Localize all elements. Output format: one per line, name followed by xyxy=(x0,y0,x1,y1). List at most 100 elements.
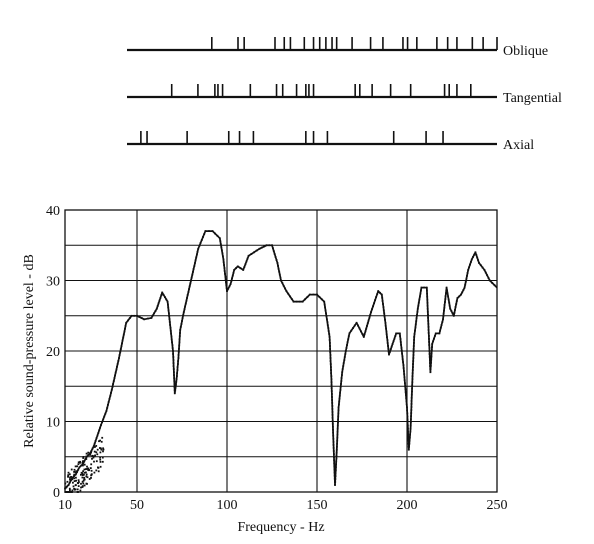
curve-marker xyxy=(447,295,449,298)
curve-marker xyxy=(284,287,286,290)
curve-noise-marker xyxy=(72,481,74,484)
curve-marker xyxy=(188,285,191,288)
curve-marker xyxy=(403,376,406,379)
curve-marker xyxy=(405,397,408,400)
curve-marker xyxy=(218,237,221,240)
curve-marker xyxy=(337,421,339,424)
curve-marker xyxy=(427,329,430,331)
curve-marker xyxy=(417,301,420,304)
curve-marker xyxy=(384,324,387,327)
curve-marker xyxy=(83,460,86,463)
curve-marker xyxy=(430,349,433,352)
curve-noise-marker xyxy=(68,487,71,490)
curve-marker xyxy=(331,396,333,398)
y-tick-labels: 0 10 20 30 40 xyxy=(46,204,60,501)
curve-marker xyxy=(176,375,178,378)
curve-marker xyxy=(425,286,428,289)
curve-marker xyxy=(96,434,99,437)
curve-marker xyxy=(263,245,266,248)
curve-marker xyxy=(453,311,456,314)
curve-noise-marker xyxy=(100,447,102,450)
curve-noise-marker xyxy=(76,488,79,491)
curve-marker xyxy=(334,472,337,475)
curve-noise-marker xyxy=(77,482,80,485)
curve-noise-marker xyxy=(83,463,86,466)
curve-marker xyxy=(410,406,413,408)
curve-marker xyxy=(272,250,275,252)
curve-noise-marker xyxy=(90,477,92,479)
curve-marker xyxy=(332,440,335,443)
curve-marker xyxy=(224,275,227,278)
curve-marker xyxy=(413,342,415,344)
curve-marker xyxy=(330,372,332,375)
curve-marker xyxy=(330,366,332,368)
curve-marker xyxy=(370,311,372,314)
curve-noise-marker xyxy=(93,450,96,453)
curve-marker xyxy=(404,382,406,385)
curve-noise-marker xyxy=(93,471,96,474)
curve-marker xyxy=(94,440,97,442)
curve-marker xyxy=(346,344,348,346)
curve-noise-marker xyxy=(83,476,85,479)
curve-noise-marker xyxy=(67,471,70,474)
curve-marker xyxy=(412,348,415,350)
curve-marker xyxy=(110,391,112,394)
curve-marker xyxy=(223,267,226,269)
curve-noise-marker xyxy=(84,471,86,474)
curve-marker xyxy=(114,371,117,374)
curve-marker xyxy=(408,439,411,442)
curve-noise-marker xyxy=(90,451,92,454)
curve-marker xyxy=(410,396,413,399)
curve-marker xyxy=(103,415,106,418)
curve-marker xyxy=(333,453,335,455)
curve-marker xyxy=(427,322,430,325)
curve-marker xyxy=(334,475,337,477)
curve-marker xyxy=(200,239,203,241)
curve-marker xyxy=(324,306,326,309)
curve-marker xyxy=(409,424,412,427)
curve-marker xyxy=(118,357,120,359)
curve-noise-marker xyxy=(92,456,95,459)
curve-noise-marker xyxy=(81,476,84,479)
curve-marker xyxy=(273,253,276,255)
curve-marker xyxy=(409,427,412,430)
curve-marker xyxy=(338,400,341,403)
curve-marker xyxy=(330,378,333,381)
curve-marker xyxy=(430,352,433,355)
curve-noise-marker xyxy=(77,485,80,487)
curve-marker xyxy=(411,390,413,393)
curve-marker xyxy=(170,338,173,341)
curve-marker xyxy=(331,411,334,413)
curve-noise-marker xyxy=(69,489,71,492)
curve-marker xyxy=(335,448,338,451)
curve-noise-marker xyxy=(79,489,82,492)
curve-noise-marker xyxy=(67,475,69,478)
curve-marker xyxy=(65,485,68,488)
curve-noise-marker xyxy=(82,470,84,473)
curve-marker xyxy=(426,289,428,292)
curve-marker xyxy=(287,292,290,295)
curve-marker xyxy=(194,259,197,262)
curve-noise-marker xyxy=(77,491,79,493)
curve-marker xyxy=(443,306,446,309)
curve-marker xyxy=(182,314,185,317)
curve-noise-marker xyxy=(101,456,104,459)
curve-marker xyxy=(488,279,491,282)
curve-marker xyxy=(391,343,394,345)
curve-marker xyxy=(400,349,403,352)
curve-noise-marker xyxy=(89,454,92,456)
curve-marker xyxy=(406,424,409,427)
curve-marker xyxy=(330,375,333,378)
curve-marker xyxy=(386,342,389,344)
curve-marker xyxy=(419,292,422,295)
curve-marker xyxy=(156,305,159,307)
curve-marker xyxy=(346,341,349,344)
curve-marker xyxy=(332,450,335,452)
curve-marker xyxy=(153,312,155,315)
curve-marker xyxy=(113,377,116,380)
curve-marker xyxy=(182,311,185,314)
curve-marker xyxy=(331,422,334,425)
curve-noise-marker xyxy=(73,473,76,476)
curve-noise-marker xyxy=(80,473,82,476)
curve-noise-marker xyxy=(83,473,85,476)
